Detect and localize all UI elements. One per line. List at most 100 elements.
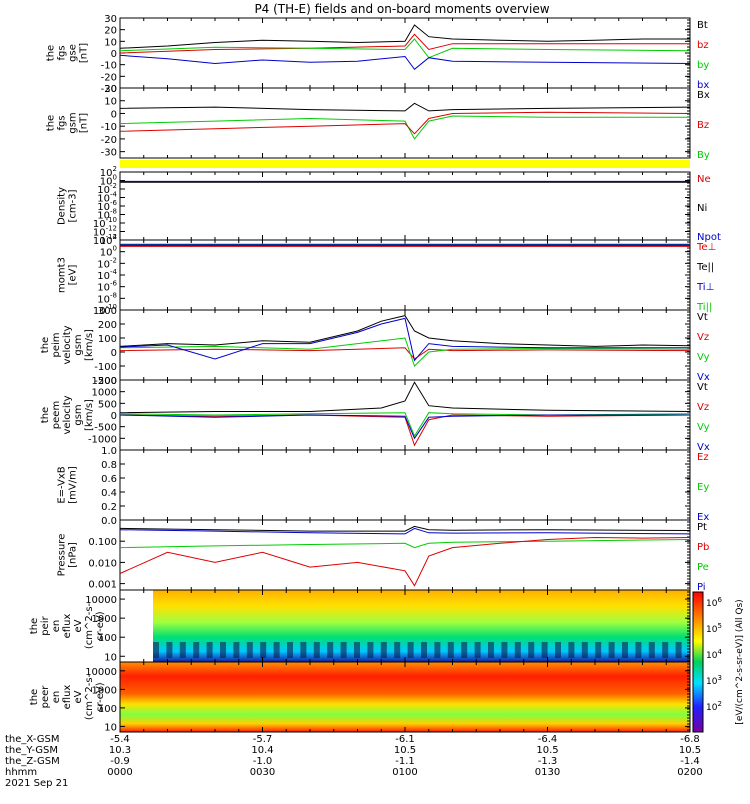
spectrogram-noise [595, 642, 602, 658]
colorbar-tick-label: 105 [706, 622, 722, 635]
y-axis-label: E=-VxB [mV/m] [57, 466, 79, 504]
series-pb-line [119, 536, 691, 587]
series-bz-line [119, 111, 691, 135]
spectrogram-noise [313, 642, 320, 658]
y-tick-label: -500 [94, 423, 117, 434]
spectrogram-noise [380, 642, 387, 658]
y-axis-label-line: sr-eV) [95, 682, 106, 711]
y-tick-label: 0.0 [101, 516, 117, 527]
y-axis-label: the fgs gse [nT] [46, 43, 90, 63]
spectrogram-noise [179, 642, 186, 658]
y-axis-label-line: Pressure [57, 534, 68, 577]
footer-column-value: -6.4 [538, 734, 558, 745]
spectrogram-noise [327, 642, 334, 658]
spectrogram-noise [407, 642, 414, 658]
y-tick-label: 10-4 [97, 191, 117, 205]
y-axis-label-line: eflux [62, 685, 73, 710]
y-axis-label: the peim velocity gsm [km/s] [40, 325, 95, 364]
legend-bz: Bz [697, 120, 709, 131]
footer-column-value: 10.3 [109, 745, 131, 756]
y-axis-label-line: gsm [68, 112, 79, 133]
y-tick-label: 102 [100, 233, 117, 247]
spectrogram-image [120, 662, 690, 732]
y-tick-label: 100 [100, 245, 117, 259]
footer-column-value: 0100 [392, 767, 417, 778]
spectrogram-noise [608, 642, 615, 658]
y-tick-label: 0 [111, 348, 117, 359]
legend-pi: Pi [697, 582, 706, 593]
y-tick-label: 0 [111, 109, 117, 120]
y-axis-label-line: the [29, 689, 40, 705]
panel-peir_eflux: 10000 1000 100 10 the peir en eflux eV (cm^2-s-sr… [29, 589, 691, 663]
y-axis-label-line: [nT] [79, 113, 90, 133]
y-tick-label: 10-8 [97, 291, 117, 305]
legend-bx: Bx [697, 90, 710, 101]
spectrogram-noise [273, 642, 280, 658]
y-tick-label: 1000 [92, 388, 117, 399]
legend-ti||: Ti|| [696, 302, 712, 313]
spectrogram-noise [166, 642, 173, 658]
y-tick-label: 10-10 [93, 216, 117, 230]
spectrogram-noise [233, 642, 240, 658]
y-axis-label-line: fgs [57, 45, 68, 60]
spectrogram-noise [675, 642, 682, 658]
footer-column-value: 0200 [677, 767, 702, 778]
y-tick-label: -20 [101, 135, 117, 146]
y-axis-label-line: (cm^2-s- [84, 602, 95, 649]
y-tick-label: 100 [98, 704, 117, 715]
panel-fgs_gsm: 20 100 -10 -20 -30 the fgs gsm [nT] Bx Bz By [46, 84, 710, 161]
footer-column-value: -1.3 [538, 756, 558, 767]
footer-column-value: -5.4 [110, 734, 130, 745]
y-tick-label: 500 [98, 399, 117, 410]
y-tick-label: -200 [94, 376, 117, 387]
y-tick-label: 0.100 [88, 537, 117, 548]
y-axis-label-line: fgs [57, 115, 68, 130]
y-tick-label: 300 [98, 306, 117, 317]
spectrogram-noise [555, 642, 561, 658]
y-tick-label: 100 [98, 334, 117, 345]
spectrogram-noise [193, 642, 200, 658]
legend-vy: Vy [697, 352, 710, 363]
spectrogram-noise [635, 642, 642, 658]
figure-title: P4 (TH-E) fields and on-board moments ov… [254, 2, 549, 16]
colorbar-title: [eV/(cm^2-s-sr-eV)] (All Qs) [735, 599, 745, 724]
y-axis-label-line: peer [40, 685, 51, 709]
y-tick-label: 0 [111, 49, 117, 60]
spectrogram-noise [501, 642, 508, 658]
panel-density: 10210010-210-410-610-810-1010-1210-14Den… [57, 165, 721, 247]
series-bx-line [119, 54, 691, 71]
legend-te⊥: Te⊥ [696, 242, 716, 253]
footer-column-value: 10.5 [536, 745, 558, 756]
y-axis-label-line: eflux [62, 614, 73, 639]
y-axis-label-line: peim [51, 332, 62, 357]
y-tick-label: 10-6 [97, 280, 117, 294]
legend-bz: bz [697, 40, 709, 51]
y-axis-label-line: Density [57, 187, 68, 225]
series-vt-line [119, 381, 691, 414]
y-tick-label: 10000 [85, 667, 117, 678]
y-tick-label: 200 [98, 320, 117, 331]
y-tick-label: 10-2 [97, 256, 117, 270]
colorbar-tick-label: 102 [706, 700, 722, 713]
spectrogram-noise [220, 642, 226, 658]
y-axis-label-line: en [51, 691, 62, 704]
spectrogram-noise [421, 642, 427, 658]
y-tick-label: 30 [104, 14, 117, 25]
y-axis-label-line: peem [51, 401, 62, 429]
legend-vt: Vt [697, 382, 708, 393]
legend-npot: Npot [697, 232, 721, 243]
spectrogram-noise [528, 642, 535, 658]
y-axis-label-line: (cm^2-s- [84, 673, 95, 720]
y-tick-label: 10-8 [97, 208, 117, 222]
spectrogram-noise [648, 642, 655, 658]
y-tick-label: 10-2 [97, 182, 117, 196]
legend-pt: Pt [697, 522, 707, 533]
colorbar [692, 591, 704, 733]
panel-pressure: 0.100 0.010 0.001 Pressure [nPa] Pt Pb Pe Pi [57, 519, 709, 593]
footer-column-value: -5.7 [253, 734, 273, 745]
y-tick-label: 102 [100, 165, 117, 179]
legend-by: By [697, 150, 710, 161]
series-bz-line [119, 33, 690, 54]
